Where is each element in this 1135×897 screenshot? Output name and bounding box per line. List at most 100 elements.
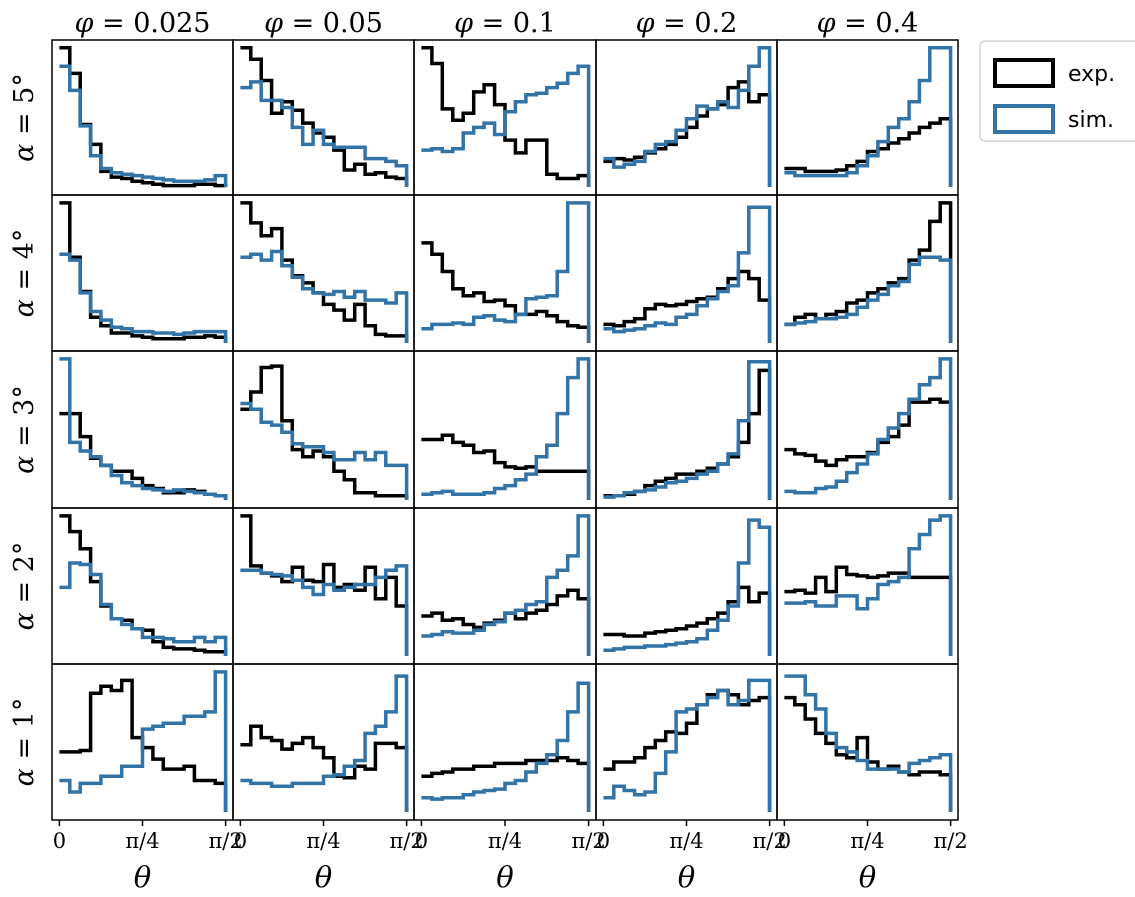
row-headers: α = 5° α = 4° α = 3° α = 2° α = 1° [9, 73, 40, 786]
exp-histogram-r4-c3 [603, 688, 772, 812]
exp-histogram-r1-c1 [240, 201, 409, 343]
panel-r2-c3 [595, 350, 778, 509]
row-header-3: α = 2° [9, 542, 40, 631]
exp-histogram-r2-c2 [421, 433, 591, 500]
legend-swatch-exp [993, 58, 1055, 88]
exp-histogram-r0-c0 [59, 46, 228, 188]
sim-histogram-r1-c0 [59, 252, 228, 343]
sim-histogram-r0-c4 [784, 46, 953, 187]
xtick-label-c3-2: π/2 [752, 829, 786, 853]
legend: exp. sim. [979, 40, 1135, 142]
panel-frame-r1-c4 [776, 194, 959, 352]
panel-r1-c0 [51, 194, 234, 352]
panel-r3-c3 [595, 507, 778, 665]
xtick-label-c1-1: π/4 [306, 829, 340, 853]
row-header-4: α = 1° [9, 698, 40, 787]
exp-histogram-r1-c3 [603, 269, 772, 343]
sim-histogram-r4-c0 [59, 670, 228, 812]
panel-r4-c2 [413, 663, 597, 821]
sim-histogram-r0-c2 [421, 64, 591, 187]
sim-histogram-r4-c3 [603, 678, 772, 812]
row-header-1: α = 4° [9, 229, 40, 318]
panel-frame-r2-c4 [776, 350, 959, 509]
legend-label-sim: sim. [1068, 108, 1114, 133]
sim-histogram-r1-c3 [603, 205, 772, 343]
sim-histogram-r0-c0 [59, 64, 228, 187]
xtick-label-c0-0: 0 [53, 829, 66, 853]
sim-histogram-r1-c1 [240, 249, 409, 343]
sim-histogram-r2-c4 [784, 357, 953, 500]
panel-grid [51, 39, 959, 821]
column-header-2: φ = 0.1 [454, 8, 556, 39]
sim-histogram-r3-c2 [421, 514, 591, 656]
sim-histogram-r1-c2 [421, 201, 591, 343]
panel-r1-c2 [413, 194, 597, 352]
panel-r3-c1 [232, 507, 415, 665]
sim-histogram-r2-c0 [59, 357, 228, 500]
sim-histogram-r0-c3 [603, 46, 772, 187]
row-header-0: α = 5° [9, 73, 40, 162]
x-axis-label-c1: θ [315, 860, 332, 894]
exp-histogram-r0-c2 [421, 46, 591, 187]
column-header-0: φ = 0.025 [75, 8, 211, 39]
panel-r2-c0 [51, 350, 234, 509]
exp-histogram-r3-c3 [603, 585, 772, 656]
row-header-2: α = 3° [9, 385, 40, 474]
panel-r4-c4 [776, 663, 959, 821]
xtick-label-c0-2: π/2 [208, 829, 242, 853]
xtick-label-c4-2: π/2 [933, 829, 967, 853]
panel-r3-c2 [413, 507, 597, 665]
xtick-label-c4-1: π/4 [850, 829, 884, 853]
sim-histogram-r0-c1 [240, 80, 409, 187]
exp-histogram-r3-c4 [784, 565, 953, 656]
legend-box [979, 40, 1135, 142]
sim-histogram-r3-c4 [784, 514, 953, 656]
xtick-label-c3-1: π/4 [669, 829, 703, 853]
panel-r1-c3 [595, 194, 778, 352]
panel-r1-c1 [232, 194, 415, 352]
xtick-label-c2-2: π/2 [571, 829, 605, 853]
x-axis-label-c2: θ [496, 860, 513, 894]
exp-histogram-r1-c0 [59, 201, 228, 343]
legend-label-exp: exp. [1068, 62, 1115, 87]
x-axis-label-c3: θ [678, 860, 695, 894]
xtick-label-c1-2: π/2 [389, 829, 423, 853]
sim-histogram-r4-c1 [240, 674, 409, 812]
panel-frame-r1-c1 [232, 194, 415, 352]
sim-histogram-r2-c3 [603, 360, 772, 500]
exp-histogram-r0-c3 [603, 80, 772, 187]
exp-histogram-r0-c1 [240, 46, 409, 187]
panel-r2-c2 [413, 350, 597, 509]
sim-histogram-r4-c2 [421, 681, 591, 812]
sim-histogram-r3-c1 [240, 564, 409, 656]
panel-r0-c2 [413, 39, 597, 196]
exp-histogram-r4-c1 [240, 724, 409, 812]
panel-r4-c1 [232, 663, 415, 821]
panel-r2-c4 [776, 350, 959, 509]
legend-swatch-sim [993, 104, 1055, 134]
exp-histogram-r4-c4 [784, 695, 953, 812]
xtick-label-c1-0: 0 [234, 829, 247, 853]
column-header-3: φ = 0.2 [636, 8, 738, 39]
panel-r1-c4 [776, 194, 959, 352]
sim-histogram-r2-c1 [240, 401, 409, 500]
exp-histogram-r4-c2 [421, 755, 591, 812]
exp-histogram-r2-c1 [240, 364, 409, 500]
sim-histogram-r1-c4 [784, 255, 953, 343]
panel-r0-c4 [776, 39, 959, 196]
sim-histogram-r3-c0 [59, 561, 228, 656]
panel-r0-c0 [51, 39, 234, 196]
x-axis-labels: 0 π/4 π/2 θ 0 π/4 π/2 θ 0 π/4 π/2 θ 0 π/4 π/2 θ 0 π/4 π/2 θ [53, 820, 968, 894]
xtick-label-c3-0: 0 [597, 829, 610, 853]
panel-r3-c4 [776, 507, 959, 665]
exp-histogram-r1-c2 [421, 241, 591, 343]
xtick-label-c4-0: 0 [778, 829, 791, 853]
sim-histogram-r2-c2 [421, 357, 591, 500]
sim-histogram-r4-c4 [784, 674, 953, 812]
sim-histogram-r3-c3 [603, 518, 772, 656]
panel-r3-c0 [51, 507, 234, 665]
x-axis-label-c0: θ [134, 860, 151, 894]
xtick-label-c0-1: π/4 [125, 829, 159, 853]
panel-r4-c0 [51, 663, 234, 821]
